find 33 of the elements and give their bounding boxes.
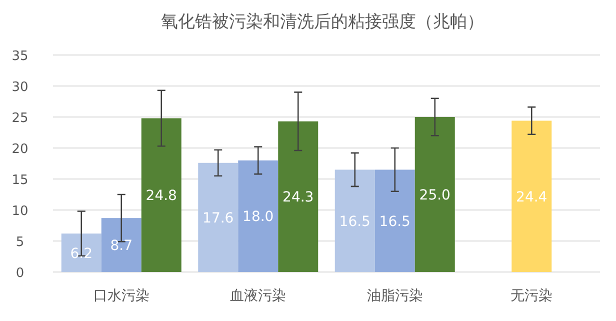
y-tick-label: 10 [12, 204, 28, 219]
bar [512, 120, 552, 272]
data-label: 8.7 [110, 238, 133, 254]
data-label: 24.3 [282, 190, 314, 206]
data-label: 25.0 [419, 188, 450, 204]
y-tick-label: 5 [16, 235, 24, 250]
y-tick-label: 0 [16, 266, 24, 281]
bar [374, 170, 415, 272]
data-label: 24.4 [516, 189, 548, 206]
data-label: 18.0 [242, 209, 274, 226]
y-tick-label: 30 [12, 80, 28, 95]
y-tick-label: 15 [12, 173, 28, 188]
data-label: 16.5 [379, 214, 410, 230]
bar [414, 117, 455, 272]
bar [61, 234, 102, 272]
bar [238, 160, 278, 272]
chart-title: 氧化锆被污染和清洗后的粘接强度（兆帕） [161, 12, 484, 32]
bar [198, 162, 238, 272]
y-tick-label: 20 [12, 142, 28, 157]
y-tick-label: 35 [12, 49, 28, 64]
bar [334, 170, 375, 272]
x-tick-label: 无污染 [510, 288, 553, 304]
y-tick-label: 25 [12, 111, 28, 126]
x-tick-label: 血液污染 [230, 288, 286, 304]
data-label: 16.5 [339, 214, 370, 230]
bar [141, 118, 182, 272]
bar [101, 218, 142, 272]
bar [278, 121, 318, 272]
data-label: 6.2 [70, 246, 93, 262]
data-label: 17.6 [202, 210, 234, 226]
x-tick-label: 油脂污染 [366, 288, 423, 304]
data-label: 24.8 [146, 188, 177, 204]
x-tick-label: 口水污染 [93, 288, 150, 304]
